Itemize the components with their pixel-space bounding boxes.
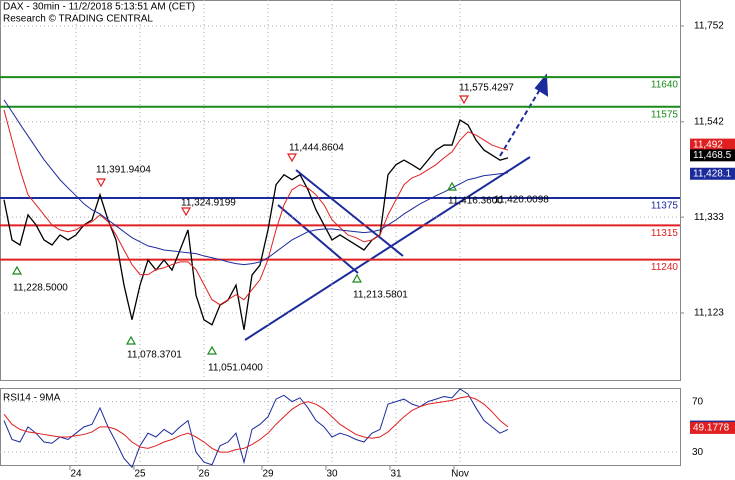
y-tick-label: 70 [692, 396, 704, 407]
annotation-marker [286, 153, 298, 163]
chart-title: DAX - 30min - 11/2/2018 5:13:51 AM (CET) [3, 2, 195, 13]
annotation: 11,078.3701 [127, 350, 182, 361]
annotation: 11,416.3600 [448, 196, 503, 207]
main-panel [0, 0, 681, 381]
price-line [3, 118, 509, 330]
level-label: 11640 [651, 80, 679, 91]
y-tick-label: 11,333 [694, 212, 724, 223]
trend-lines [244, 73, 549, 341]
annotation-marker [458, 95, 470, 105]
price-tag [690, 138, 735, 151]
price-tag-label: 11,468.5 [693, 150, 732, 161]
annotation-marker [206, 345, 218, 355]
price-tag-label: 49.1778 [693, 423, 730, 434]
x-tick-label: 24 [70, 469, 82, 480]
level-label: 11240 [651, 262, 679, 273]
price-tag-label: 11,428.1 [693, 168, 732, 179]
rsi-line [3, 388, 509, 469]
price-line [3, 99, 509, 266]
price-tag [690, 149, 735, 162]
level-label: 11315 [651, 228, 679, 239]
x-tick-label: 29 [262, 469, 274, 480]
annotation: 11,420.0098 [494, 195, 549, 206]
annotation-marker [446, 181, 458, 191]
annotation: 11,391.9404 [96, 165, 151, 176]
price-tag [690, 167, 735, 180]
y-tick-label: 11,542 [694, 116, 724, 127]
price-tag [690, 421, 735, 434]
price-tag-label: 11,492 [693, 139, 723, 150]
annotation: 11,228.5000 [13, 283, 68, 294]
y-tick-label: 11,752 [694, 21, 724, 32]
annotation-marker [351, 273, 363, 283]
x-tick-label: 31 [390, 469, 402, 480]
level-label: 11375 [651, 201, 679, 212]
rsi-line [3, 396, 509, 453]
annotation-marker [11, 265, 23, 275]
annotation: 11,051.0400 [208, 363, 263, 374]
x-tick-label: 26 [198, 469, 210, 480]
annotation-marker [125, 335, 137, 345]
y-tick-label: 11,123 [694, 308, 724, 319]
annotation-marker [95, 178, 107, 188]
price-line [3, 109, 509, 306]
x-tick-label: Nov [451, 469, 469, 480]
annotation: 11,444.8604 [289, 143, 344, 154]
annotation-marker [180, 207, 192, 217]
rsi-title: RSI14 - 9MA [3, 393, 61, 404]
annotation: 11,324.9199 [181, 198, 236, 209]
x-tick-label: 25 [134, 469, 146, 480]
chart-subtitle: Research © TRADING CENTRAL [3, 14, 153, 25]
annotation: 11,213.5801 [353, 290, 408, 301]
x-tick-label: 30 [326, 469, 338, 480]
level-label: 11575 [651, 109, 679, 120]
annotation: 11,575.4297 [459, 83, 514, 94]
y-tick-label: 30 [692, 447, 704, 458]
